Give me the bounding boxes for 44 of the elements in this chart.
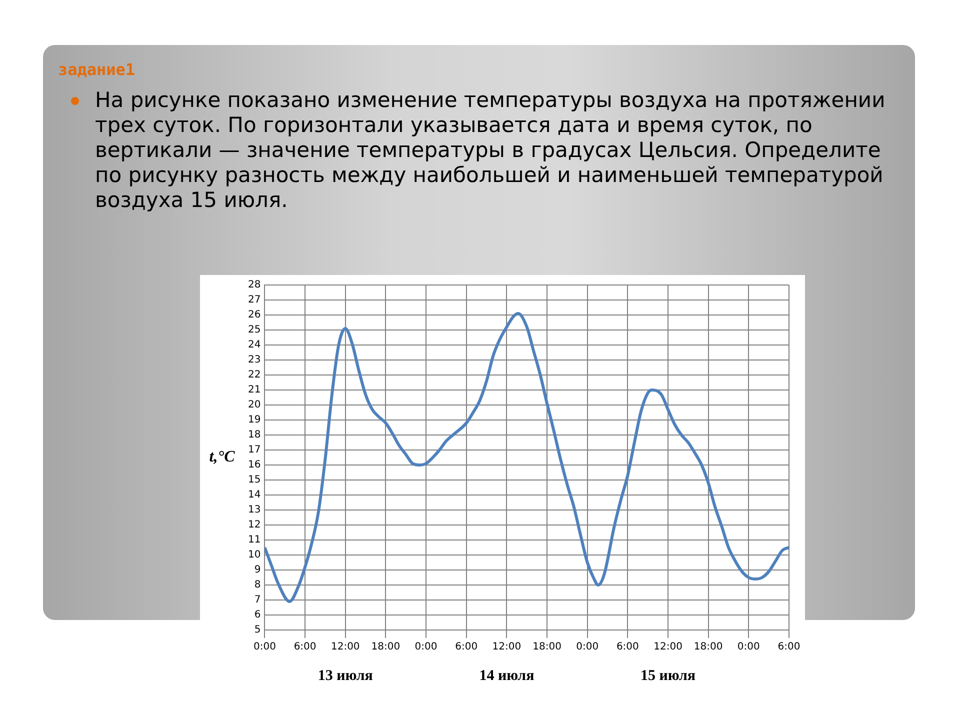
x-tick-label: 12:00 [330, 642, 360, 653]
text: 14 июля [479, 668, 534, 684]
y-tick-label: 13 [248, 504, 261, 516]
x-tick-label: 12:00 [654, 642, 682, 653]
y-tick-label: 28 [248, 280, 261, 291]
x-tick-label: 0:00 [414, 642, 438, 653]
y-tick-label: 11 [248, 534, 261, 546]
y-tick-label: 25 [248, 324, 261, 336]
y-tick-label: 6 [254, 610, 261, 621]
x-tick-label: 0:00 [737, 642, 760, 653]
y-tick-label: 18 [248, 430, 261, 441]
y-tick-label: 17 [248, 444, 261, 456]
y-tick-label: 7 [254, 594, 261, 606]
y-tick-label: 19 [248, 414, 261, 426]
y-tick-label: 14 [248, 490, 261, 501]
x-tick-label: 18:00 [694, 642, 723, 653]
x-tick-label: 6:00 [616, 642, 639, 653]
x-tick-label: 0:00 [576, 642, 599, 653]
y-tick-label: 24 [248, 340, 261, 351]
x-tick-label: 18:00 [371, 642, 400, 653]
text: 15 июля [640, 668, 696, 684]
y-tick-label: 12 [248, 520, 261, 531]
y-axis-title: t,°C [209, 448, 236, 466]
y-tick-label: 26 [248, 310, 261, 321]
y-tick-label: 22 [248, 370, 261, 381]
text: задание1 [58, 60, 136, 79]
y-tick-label: 15 [248, 474, 261, 486]
y-tick-label: 10 [248, 550, 261, 561]
y-tick-label: 16 [248, 460, 261, 471]
y-tick-label: 23 [248, 354, 261, 366]
x-tick-label: 6:00 [294, 642, 316, 653]
y-tick-label: 5 [254, 624, 261, 636]
y-tick-label: 27 [248, 294, 261, 306]
text: 13 июля [318, 668, 373, 684]
y-tick-label: 21 [248, 384, 261, 396]
y-tick-label: 20 [248, 400, 261, 411]
x-tick-label: 6:00 [455, 642, 478, 653]
y-tick-label: 8 [254, 580, 261, 591]
chart-subtitle: На рисунке показано изменение температуры воздуха на протяжении трех суток. По горизонтали указывается дата и время суток, по вертикали — значение температуры в градусах Цельсия. Определите по рисунку разность между наибольшей и наименьшей температурой воздуха 15 июля. [95, 88, 886, 213]
y-tick-label: 9 [254, 564, 261, 576]
x-tick-label: 6:00 [778, 642, 800, 653]
x-tick-label: 12:00 [492, 642, 522, 653]
x-tick-label: 0:00 [253, 642, 276, 653]
x-tick-label: 18:00 [532, 642, 562, 653]
